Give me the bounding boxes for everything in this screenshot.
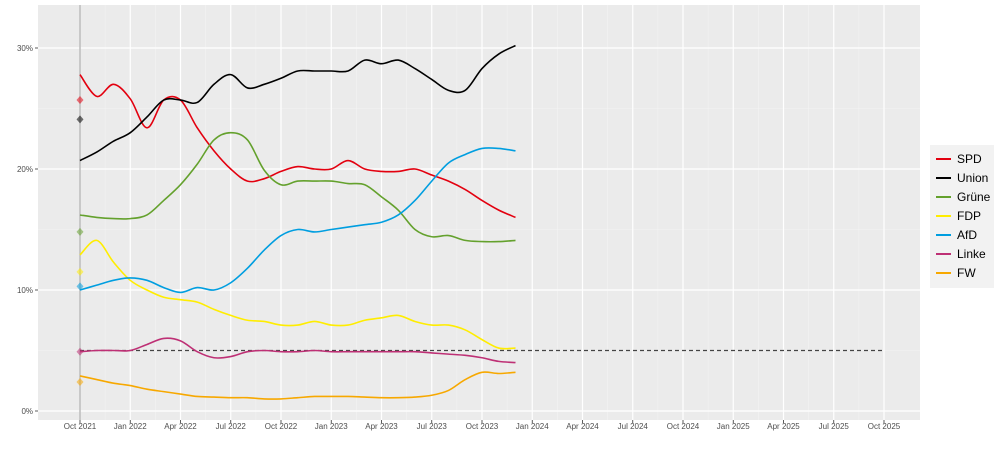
- election-result-afd: [76, 282, 84, 291]
- line-fw: [79, 371, 516, 400]
- y-tick-label: 10%: [17, 286, 33, 295]
- x-tick-label: Oct 2024: [667, 422, 700, 431]
- x-tick-label: Apr 2022: [164, 422, 197, 431]
- legend-label-spd: SPD: [957, 152, 982, 166]
- x-tick-label: Apr 2025: [767, 422, 800, 431]
- line-linke: [79, 337, 516, 364]
- x-tick-label: Jan 2025: [717, 422, 750, 431]
- election-result-spd: [76, 96, 84, 105]
- x-tick-label: Apr 2023: [365, 422, 398, 431]
- x-tick-label: Oct 2023: [466, 422, 499, 431]
- x-tick-label: Jan 2022: [114, 422, 147, 431]
- election-result-fw: [76, 377, 84, 386]
- x-tick-label: Jan 2023: [315, 422, 348, 431]
- x-tick-label: Jul 2023: [417, 422, 448, 431]
- line-spd: [79, 74, 516, 219]
- line-union: [79, 44, 516, 162]
- x-tick-label: Jul 2025: [819, 422, 850, 431]
- y-tick-label: 20%: [17, 165, 33, 174]
- election-result-fdp: [76, 267, 84, 276]
- x-tick-label: Apr 2024: [566, 422, 599, 431]
- y-tick-label: 30%: [17, 44, 33, 53]
- line-fdp: [79, 239, 516, 350]
- legend-label-gruene: Grüne: [957, 190, 991, 204]
- series-lines: [79, 44, 516, 400]
- legend-label-fdp: FDP: [957, 209, 981, 223]
- election-result-union: [76, 115, 84, 124]
- x-tick-label: Jul 2024: [618, 422, 649, 431]
- x-axis: Oct 2021 Jan 2022 Apr 2022 Jul 2022 Oct 2022…: [64, 420, 901, 431]
- legend-label-union: Union: [957, 171, 988, 185]
- line-gruene: [79, 131, 516, 243]
- election-result-gruene: [76, 227, 84, 236]
- line-afd: [79, 147, 516, 294]
- legend: SPD Union Grüne FDP AfD Linke FW: [930, 145, 994, 288]
- legend-label-fw: FW: [957, 266, 976, 280]
- y-tick-label: 0%: [21, 407, 33, 416]
- x-tick-label: Jan 2024: [516, 422, 549, 431]
- legend-label-afd: AfD: [957, 228, 977, 242]
- x-tick-label: Jul 2022: [216, 422, 247, 431]
- x-tick-label: Oct 2022: [265, 422, 298, 431]
- election-results: [76, 96, 84, 386]
- x-tick-label: Oct 2021: [64, 422, 97, 431]
- x-tick-label: Oct 2025: [868, 422, 901, 431]
- legend-label-linke: Linke: [957, 247, 986, 261]
- y-axis: 0% 10% 20% 30%: [17, 44, 38, 416]
- election-result-linke: [76, 347, 84, 356]
